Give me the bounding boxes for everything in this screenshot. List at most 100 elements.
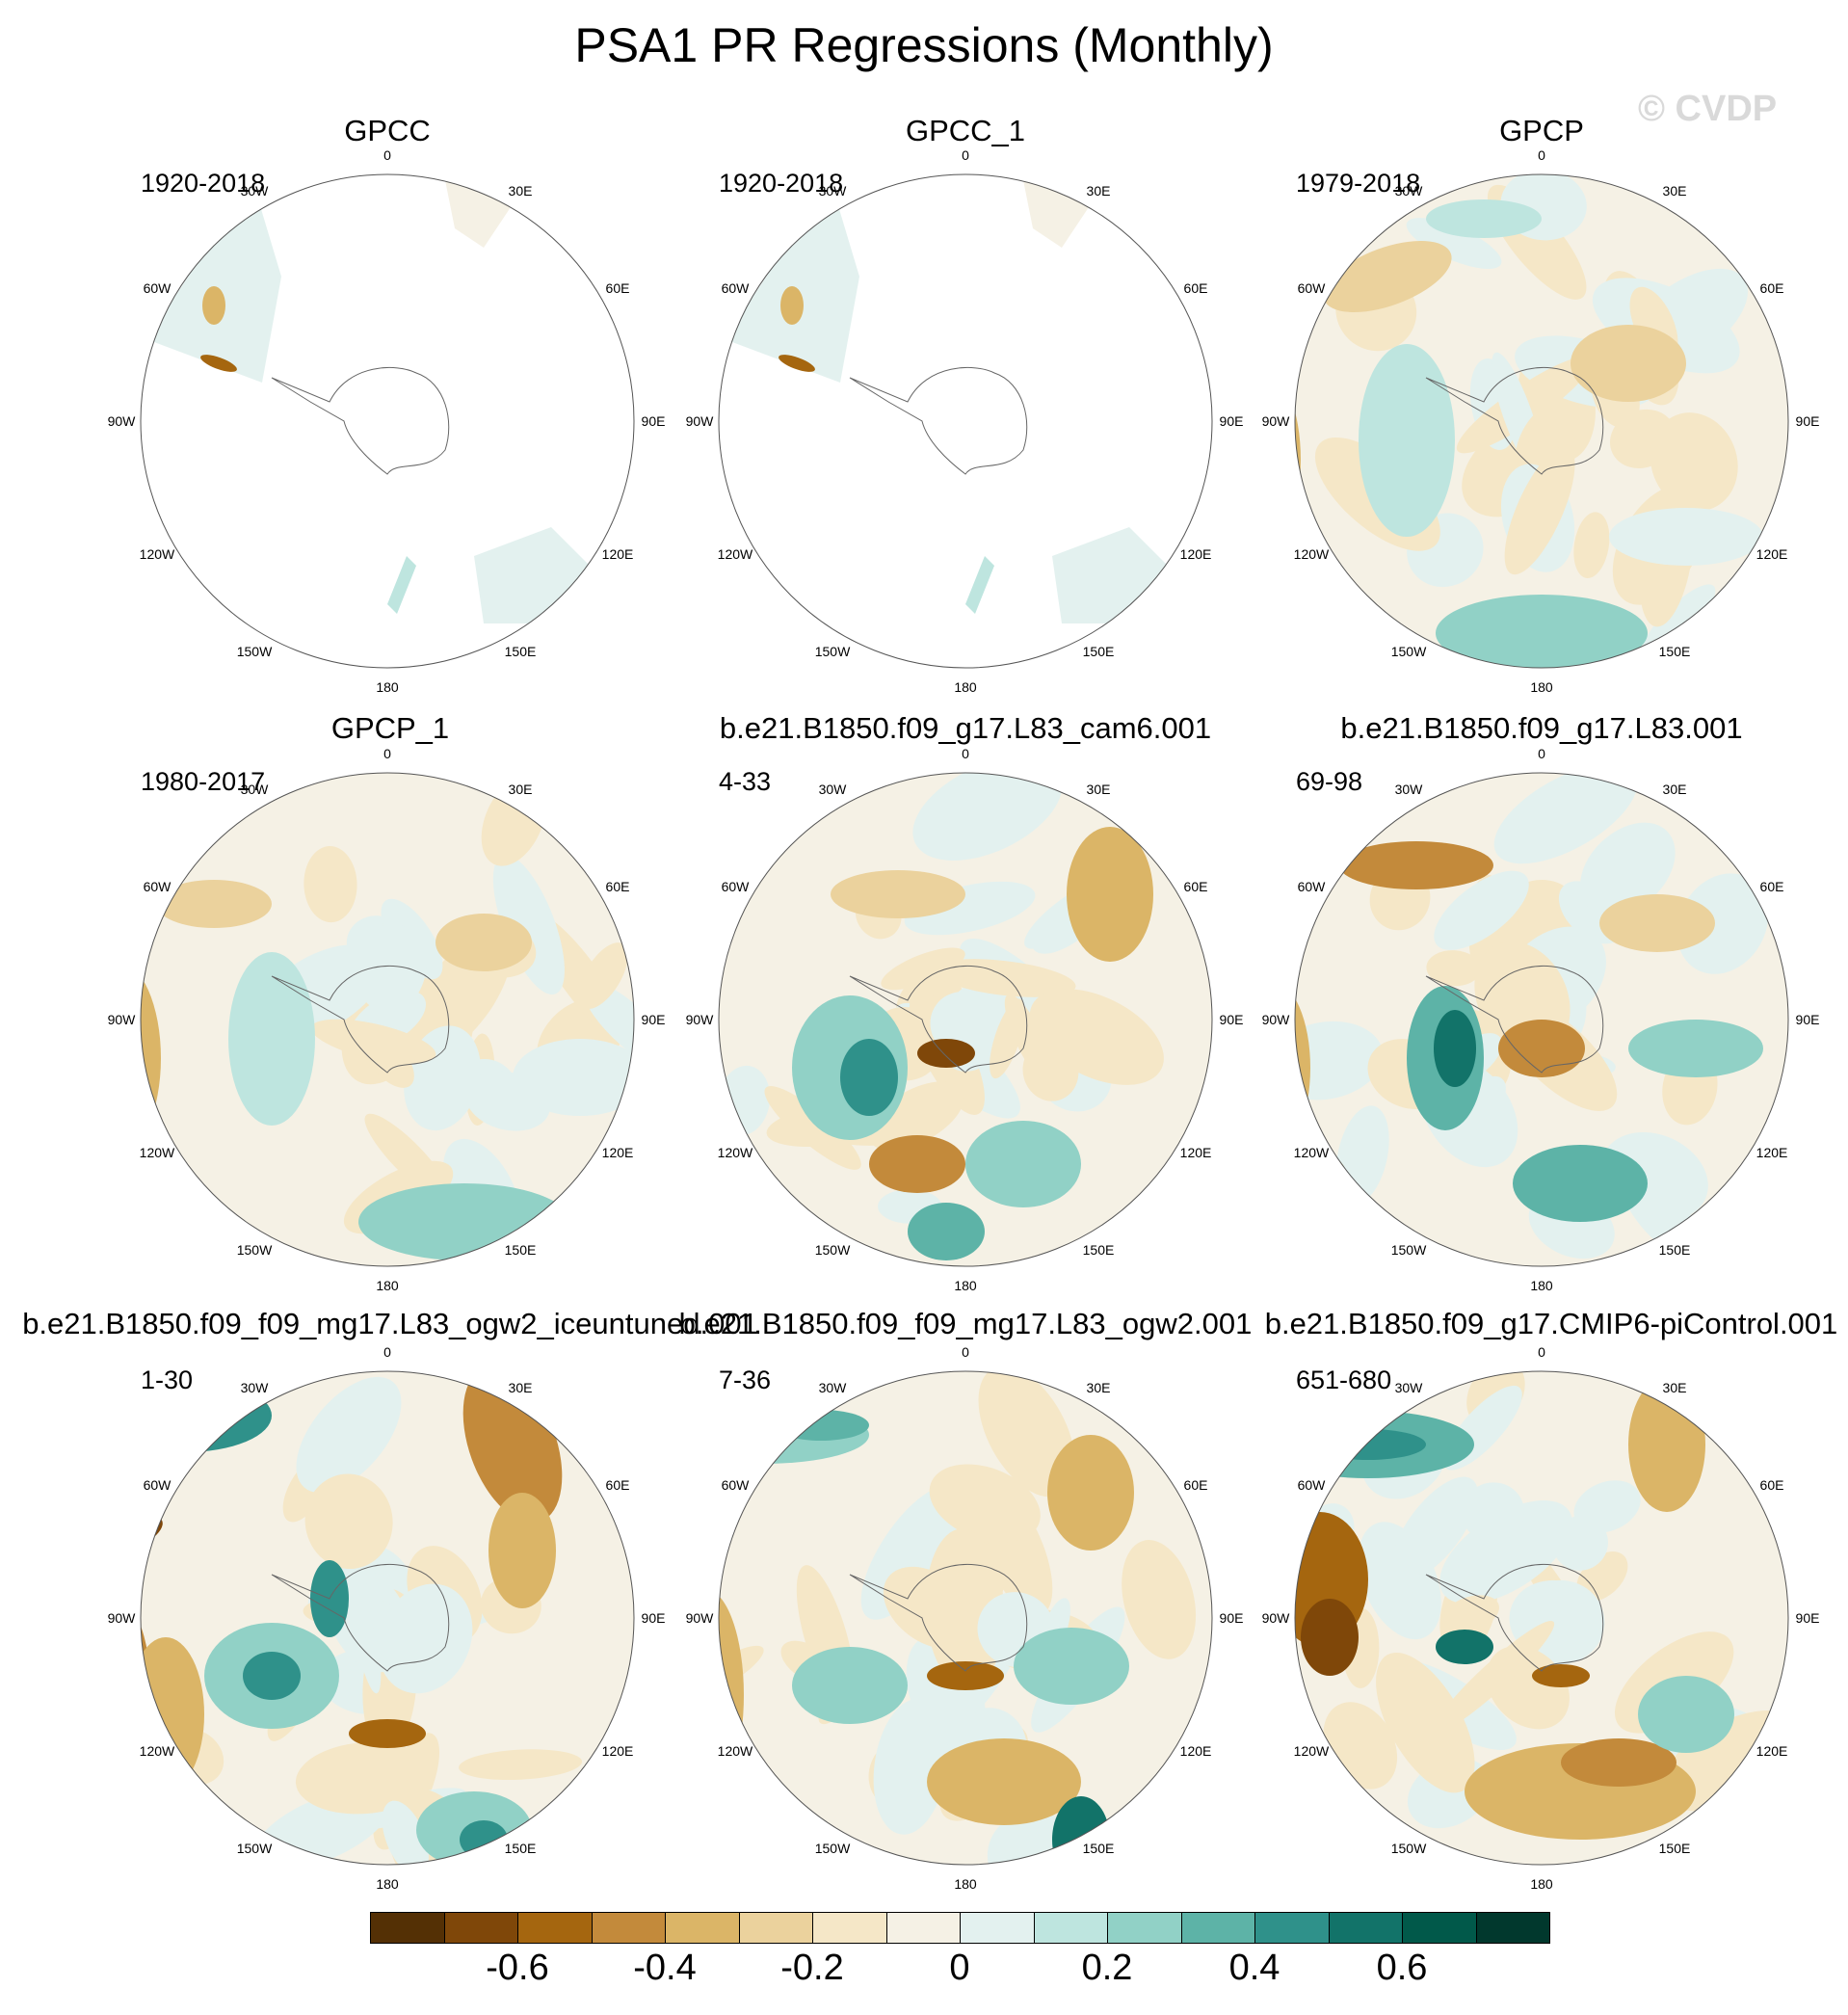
longitude-label: 0 [383,746,391,761]
anomaly-patch [990,998,1025,1079]
longitude-label: 60E [605,879,630,894]
longitude-label: 90W [685,1610,714,1626]
longitude-label: 90E [641,413,666,429]
colorbar-swatch [1180,1912,1255,1944]
panel-title: GPCC [344,114,431,147]
longitude-label: 120W [1293,1145,1330,1160]
longitude-label: 90W [1261,1012,1290,1027]
colorbar-swatch [1475,1912,1550,1944]
anomaly-patch [1504,445,1575,575]
antarctica-coastline [271,966,450,1074]
colorbar-tick-label: -0.6 [486,1948,549,1988]
anomaly-patch [1339,841,1493,889]
longitude-label: 90E [1219,1610,1244,1626]
longitude-label: 150W [814,1841,851,1857]
anomaly-patch [792,1647,908,1724]
longitude-label: 60E [605,280,630,296]
longitude-label: 120W [139,546,175,562]
colorbar-tick-label: -0.2 [780,1948,844,1988]
antarctica-coastline [1425,966,1604,1074]
anomaly-patch [1301,1599,1359,1676]
anomaly-patch [1022,1040,1079,1101]
longitude-label: 30W [240,781,269,797]
panel-years: 4-33 [719,767,772,796]
anomaly-patch [200,355,237,372]
longitude-label: 180 [376,1278,399,1293]
longitude-label: 120E [1179,546,1212,562]
panel-years: 1-30 [141,1365,194,1394]
anomaly-patch [228,952,315,1126]
longitude-label: 120W [717,1743,753,1759]
map-field [141,773,634,1266]
antarctica-coastline [271,1564,450,1672]
anomaly-patch [1442,1595,1499,1632]
longitude-label: 60E [1183,879,1208,894]
antarctica-coastline [849,966,1028,1074]
anomaly-patch [1436,595,1648,668]
anomaly-patch [1599,894,1715,952]
anomaly-patch [513,1039,634,1116]
anomaly-patch [364,1113,451,1202]
anomaly-patch [304,1473,393,1570]
longitude-label: 180 [954,1876,977,1892]
anomaly-patch [1436,1630,1493,1664]
anomaly-patch [582,981,634,1070]
longitude-label: 120W [139,1145,175,1160]
map-boundary [718,1370,1213,1866]
anomaly-patch [1439,1499,1572,1604]
anomaly-patch [1233,1517,1291,1565]
panel-years: 69-98 [1296,767,1363,796]
longitude-label: 180 [1530,679,1553,695]
longitude-label: 180 [1530,1876,1553,1892]
longitude-label: 90W [1261,1610,1290,1626]
anomaly-patch [304,846,357,923]
map-field [1295,174,1788,668]
longitude-label: 60W [721,879,750,894]
colorbar-swatch [1328,1912,1403,1944]
anomaly-patch [917,1039,975,1068]
map-boundary [140,1370,635,1866]
copyright-watermark: © CVDP [1638,89,1778,129]
anomaly-patch [578,942,628,1009]
panel-title: b.e21.B1850.f09_g17.CMIP6-piControl.001 [1264,1307,1838,1340]
longitude-label: 120E [1179,1145,1212,1160]
anomaly-patch [1457,1075,1506,1129]
colorbar-swatch [1107,1912,1182,1944]
anomaly-patch [1391,1476,1478,1581]
anomaly-patch [1426,199,1542,238]
longitude-label: 30W [1394,182,1423,199]
anomaly-patch [881,947,965,991]
anomaly-patch [1434,870,1529,950]
longitude-label: 150E [1658,644,1691,660]
anomaly-patch [1067,827,1153,962]
longitude-label: 90W [107,1012,136,1027]
anomaly-patch [1573,1480,1641,1533]
colorbar [370,1912,1550,1946]
longitude-label: 120E [1179,1743,1212,1759]
map-boundary [718,772,1213,1267]
longitude-label: 30E [508,781,533,797]
anomaly-patch [978,1371,1075,1498]
longitude-label: 0 [383,147,391,163]
longitude-label: 90W [107,413,136,429]
longitude-label: 180 [954,1278,977,1293]
longitude-label: 150E [1082,1841,1115,1857]
longitude-label: 30E [1086,182,1111,199]
longitude-label: 30W [240,182,269,199]
panel-title: b.e21.B1850.f09_g17.L83.001 [1340,711,1743,745]
longitude-label: 150W [1390,1242,1427,1259]
longitude-label: 60W [721,1477,750,1493]
longitude-label: 90E [641,1610,666,1626]
longitude-label: 90E [1795,1610,1820,1626]
anomaly-patch [908,1203,985,1260]
anomaly-patch [1561,1738,1676,1787]
longitude-label: 120E [1756,546,1788,562]
longitude-label: 150W [236,1242,273,1259]
colorbar-swatch [665,1912,740,1944]
longitude-label: 90E [1795,1012,1820,1027]
